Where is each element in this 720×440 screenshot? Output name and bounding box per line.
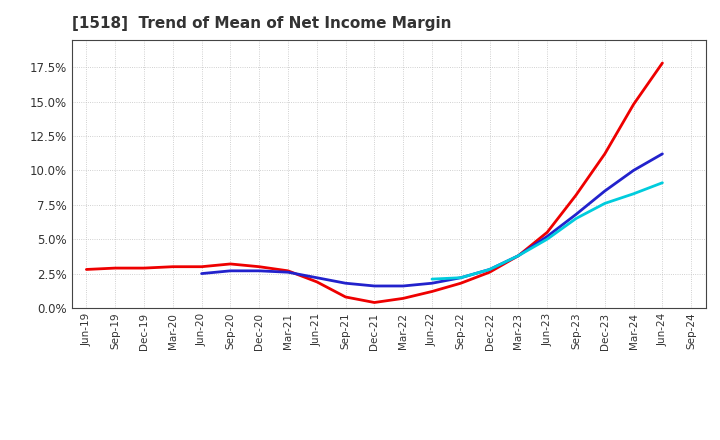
3 Years xyxy=(485,270,494,275)
3 Years xyxy=(543,230,552,235)
3 Years xyxy=(428,289,436,294)
5 Years xyxy=(197,271,206,276)
5 Years xyxy=(543,234,552,239)
5 Years xyxy=(658,151,667,157)
3 Years xyxy=(600,151,609,157)
3 Years xyxy=(255,264,264,269)
3 Years xyxy=(370,300,379,305)
3 Years xyxy=(658,60,667,66)
5 Years xyxy=(370,283,379,289)
3 Years xyxy=(629,102,638,107)
5 Years xyxy=(485,267,494,272)
7 Years xyxy=(629,191,638,196)
5 Years xyxy=(255,268,264,274)
Text: [1518]  Trend of Mean of Net Income Margin: [1518] Trend of Mean of Net Income Margi… xyxy=(72,16,451,32)
3 Years xyxy=(456,281,465,286)
5 Years xyxy=(514,253,523,258)
7 Years xyxy=(543,237,552,242)
Line: 7 Years: 7 Years xyxy=(432,183,662,279)
Line: 3 Years: 3 Years xyxy=(86,63,662,302)
3 Years xyxy=(111,265,120,271)
7 Years xyxy=(600,201,609,206)
3 Years xyxy=(341,294,350,300)
3 Years xyxy=(140,265,148,271)
7 Years xyxy=(456,275,465,280)
5 Years xyxy=(226,268,235,274)
Line: 5 Years: 5 Years xyxy=(202,154,662,286)
5 Years xyxy=(572,212,580,217)
5 Years xyxy=(600,188,609,194)
5 Years xyxy=(341,281,350,286)
7 Years xyxy=(428,276,436,282)
7 Years xyxy=(514,253,523,258)
5 Years xyxy=(399,283,408,289)
3 Years xyxy=(399,296,408,301)
3 Years xyxy=(168,264,177,269)
3 Years xyxy=(226,261,235,267)
3 Years xyxy=(572,192,580,198)
5 Years xyxy=(456,275,465,280)
5 Years xyxy=(629,168,638,173)
5 Years xyxy=(428,281,436,286)
3 Years xyxy=(312,279,321,285)
3 Years xyxy=(284,268,292,274)
3 Years xyxy=(514,253,523,258)
5 Years xyxy=(284,270,292,275)
3 Years xyxy=(82,267,91,272)
7 Years xyxy=(485,267,494,272)
7 Years xyxy=(658,180,667,185)
5 Years xyxy=(312,275,321,280)
7 Years xyxy=(572,216,580,221)
3 Years xyxy=(197,264,206,269)
